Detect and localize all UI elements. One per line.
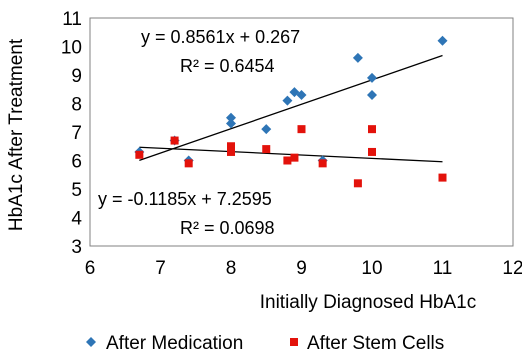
point-medication: [296, 89, 307, 100]
trendline-medication-equation: y = 0.8561x + 0.267: [141, 27, 300, 47]
plot-area: [89, 17, 514, 247]
plot-frame: [89, 17, 514, 247]
legend-label-medication: After Medication: [106, 333, 243, 354]
point-stemcells: [227, 142, 235, 151]
legend-marker-medication: [86, 337, 96, 347]
y-tick-label: 9: [71, 66, 82, 87]
y-tick-label: 10: [61, 38, 82, 59]
point-stemcells: [438, 173, 447, 182]
x-tick-label: 12: [502, 258, 522, 279]
trendline-annotations: y = 0.8561x + 0.267 R² = 0.6454 y = -0.1…: [98, 27, 300, 238]
point-medication: [367, 89, 377, 100]
point-medication: [352, 52, 363, 63]
point-stemcells: [368, 147, 376, 156]
point-stemcells: [297, 125, 306, 134]
point-medication: [226, 112, 236, 123]
y-tick-label: 3: [71, 237, 82, 258]
point-stemcells: [227, 147, 235, 156]
x-tick-label: 10: [361, 258, 382, 279]
point-stemcells: [353, 179, 362, 188]
point-medication: [226, 118, 236, 129]
trendline-stemcells-r2: R² = 0.0698: [180, 218, 275, 238]
trendline-medication-r2: R² = 0.6454: [180, 56, 275, 76]
point-stemcells: [262, 145, 271, 154]
y-tick-label: 7: [71, 123, 82, 144]
y-tick-label: 11: [62, 9, 82, 30]
data-points: [134, 35, 448, 188]
x-tick-label: 6: [85, 258, 96, 279]
x-axis-title: Initially Diagnosed HbA1c: [260, 292, 477, 313]
x-tick-label: 9: [296, 258, 307, 279]
trendline-medication: [139, 54, 443, 162]
legend-marker-stemcells: [290, 338, 298, 346]
x-tick-label: 11: [433, 258, 453, 279]
point-medication: [282, 95, 293, 106]
x-tick-label: 7: [155, 258, 166, 279]
point-stemcells: [170, 136, 179, 145]
point-medication: [367, 72, 377, 83]
point-stemcells: [318, 159, 327, 168]
legend-label-stemcells: After Stem Cells: [307, 333, 444, 354]
y-tick-label: 6: [71, 152, 82, 173]
legend: After Medication After Stem Cells: [86, 333, 444, 354]
point-stemcells: [290, 153, 299, 162]
y-axis-ticks: 3 4 5 6 7 8 9 10 11: [61, 9, 83, 258]
x-tick-label: 8: [226, 258, 237, 279]
trendline-stemcells-equation: y = -0.1185x + 7.2595: [98, 189, 272, 209]
point-stemcells: [283, 156, 292, 165]
point-medication: [437, 35, 448, 46]
y-tick-label: 8: [71, 95, 82, 116]
y-tick-label: 5: [71, 180, 82, 201]
y-axis-title: HbA1c After Treatment: [6, 38, 27, 231]
point-stemcells: [368, 125, 376, 134]
point-medication: [261, 124, 272, 135]
y-tick-label: 4: [71, 209, 82, 230]
point-stemcells: [184, 159, 193, 168]
point-stemcells: [135, 150, 144, 159]
x-axis-ticks: 6 7 8 9 10 11 12: [85, 258, 522, 279]
